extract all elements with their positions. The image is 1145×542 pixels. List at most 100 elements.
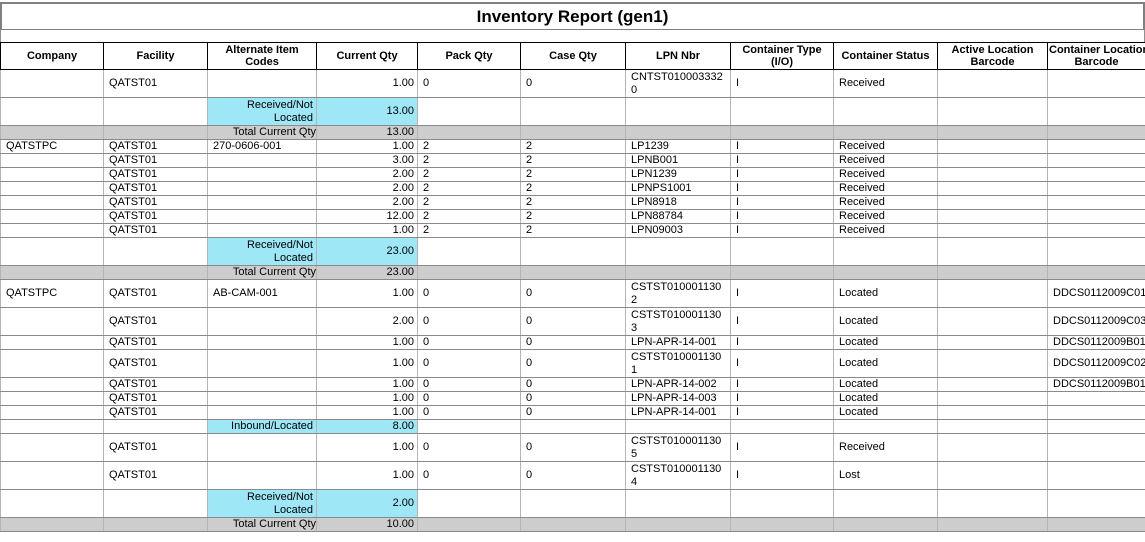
cell-empty (103, 517, 208, 532)
cell-pack: 0 (417, 307, 521, 336)
cell-case: 0 (520, 405, 626, 420)
table-row: QATST01 1.00 0 0 CSTST0100011301 I Located DDCS… (0, 349, 1145, 378)
report-title: Inventory Report (gen1) (476, 6, 669, 26)
cell-pack: 0 (417, 335, 521, 350)
cell-empty (103, 265, 208, 280)
cell-lpn: LPN1239 (625, 167, 731, 182)
cell-alt (207, 349, 317, 378)
column-header-lpn: LPN Nbr (625, 42, 731, 70)
cell-ctype: I (730, 209, 834, 224)
table-row: QATST01 1.00 0 0 CNTST0100033320 I Received (0, 69, 1145, 98)
cell-facility: QATST01 (103, 195, 208, 210)
cell-qty: 1.00 (316, 391, 418, 406)
cell-pack: 2 (417, 181, 521, 196)
cell-company (0, 153, 104, 168)
cell-active_loc (937, 391, 1048, 406)
cell-company: QATSTPC (0, 139, 104, 154)
cell-empty (103, 125, 208, 140)
column-header-facility: Facility (103, 42, 208, 70)
cell-case: 0 (520, 335, 626, 350)
cell-empty (417, 489, 521, 518)
cell-empty (625, 265, 731, 280)
cell-qty: 2.00 (316, 167, 418, 182)
cell-company (0, 335, 104, 350)
column-header-pack: Pack Qty (417, 42, 521, 70)
cell-pack: 2 (417, 223, 521, 238)
cell-active_loc (937, 349, 1048, 378)
cell-cstatus: Received (833, 181, 938, 196)
cell-case: 0 (520, 391, 626, 406)
cell-cstatus: Lost (833, 461, 938, 490)
table-row: QATST01 1.00 0 0 LPN-APR-14-002 I Located DDCS0… (0, 377, 1145, 392)
cell-empty (833, 489, 938, 518)
cell-qty: 1.00 (316, 461, 418, 490)
column-header-company: Company (0, 42, 104, 70)
cell-company (0, 69, 104, 98)
table-row: QATST01 1.00 0 0 CSTST0100011305 I Received (0, 433, 1145, 462)
cell-company (0, 349, 104, 378)
cell-alt: AB-CAM-001 (207, 279, 317, 308)
cell-facility: QATST01 (103, 307, 208, 336)
cell-ctype: I (730, 181, 834, 196)
cell-company (0, 433, 104, 462)
total-label: Total Current Qty (207, 125, 317, 140)
cell-alt (207, 391, 317, 406)
cell-lpn: LPN-APR-14-003 (625, 391, 731, 406)
cell-empty (730, 237, 834, 266)
cell-case: 0 (520, 433, 626, 462)
cell-empty (937, 489, 1048, 518)
cell-empty (417, 419, 521, 434)
cell-lpn: CSTST0100011302 (625, 279, 731, 308)
cell-cont_loc: DDCS0112009B01 (1047, 377, 1145, 392)
cell-qty: 1.00 (316, 405, 418, 420)
cell-empty (730, 265, 834, 280)
cell-active_loc (937, 461, 1048, 490)
cell-empty (0, 237, 104, 266)
cell-empty (417, 237, 521, 266)
cell-ctype: I (730, 377, 834, 392)
summary-label: Inbound/Located (207, 419, 317, 434)
cell-cstatus: Received (833, 195, 938, 210)
cell-company (0, 307, 104, 336)
cell-facility: QATST01 (103, 391, 208, 406)
cell-active_loc (937, 181, 1048, 196)
total-value: 10.00 (316, 517, 418, 532)
total-row: Total Current Qty 13.00 (0, 125, 1145, 140)
table-row: QATST01 2.00 2 2 LPN8918 I Received (0, 195, 1145, 210)
cell-empty (937, 265, 1048, 280)
cell-qty: 2.00 (316, 181, 418, 196)
cell-ctype: I (730, 195, 834, 210)
cell-empty (0, 125, 104, 140)
cell-cstatus: Received (833, 223, 938, 238)
total-value: 23.00 (316, 265, 418, 280)
cell-lpn: LP1239 (625, 139, 731, 154)
cell-pack: 2 (417, 209, 521, 224)
spacer-row (0, 30, 1145, 42)
cell-facility: QATST01 (103, 335, 208, 350)
cell-empty (833, 517, 938, 532)
column-header-qty: Current Qty (316, 42, 418, 70)
cell-active_loc (937, 195, 1048, 210)
cell-empty (730, 489, 834, 518)
cell-cont_loc (1047, 433, 1145, 462)
cell-empty (833, 97, 938, 126)
cell-cstatus: Received (833, 167, 938, 182)
cell-empty (520, 489, 626, 518)
cell-company (0, 377, 104, 392)
cell-active_loc (937, 377, 1048, 392)
cell-lpn: LPN8918 (625, 195, 731, 210)
cell-ctype: I (730, 139, 834, 154)
cell-lpn: LPN88784 (625, 209, 731, 224)
cell-facility: QATST01 (103, 153, 208, 168)
cell-alt (207, 335, 317, 350)
cell-qty: 1.00 (316, 279, 418, 308)
cell-cstatus: Located (833, 279, 938, 308)
cell-empty (937, 125, 1048, 140)
total-row: Total Current Qty 23.00 (0, 265, 1145, 280)
cell-alt (207, 181, 317, 196)
cell-empty (1047, 125, 1145, 140)
cell-cont_loc (1047, 139, 1145, 154)
cell-empty (417, 265, 521, 280)
cell-empty (0, 489, 104, 518)
cell-ctype: I (730, 69, 834, 98)
